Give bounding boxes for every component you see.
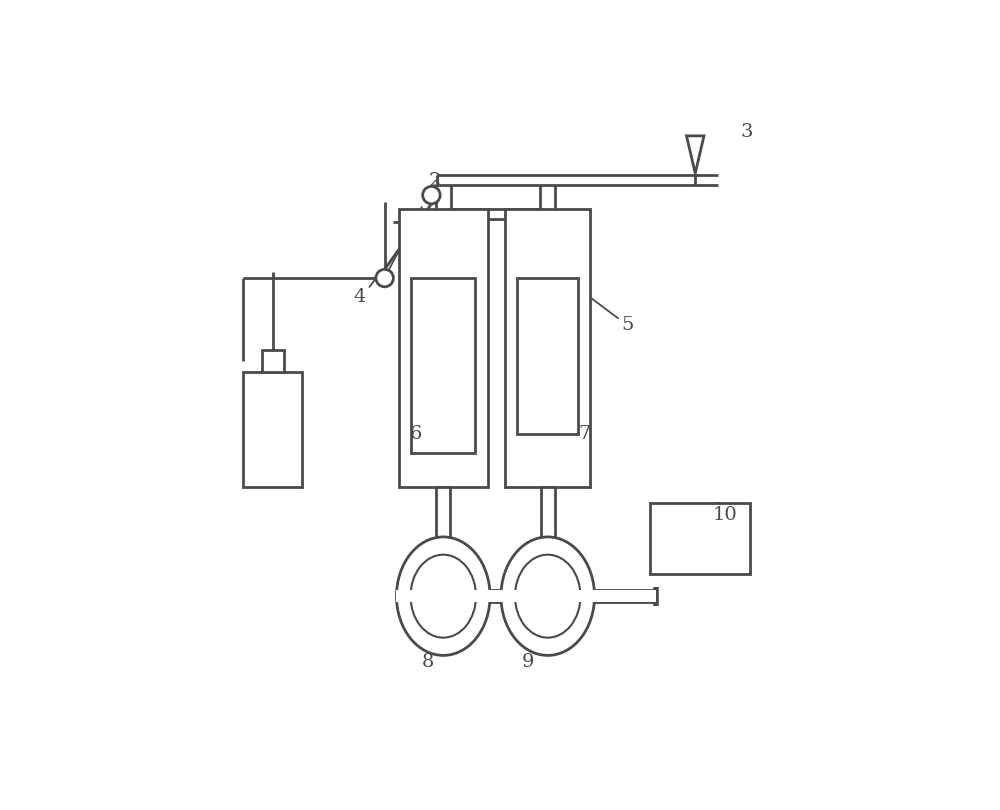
Text: 3: 3 [740,122,753,140]
Text: 7: 7 [578,425,590,443]
Text: 9: 9 [522,653,534,671]
Polygon shape [687,136,704,173]
Bar [650,502,750,574]
Text: 6: 6 [410,425,422,443]
Bar [396,590,656,603]
Ellipse shape [515,555,580,637]
Bar [436,487,450,556]
Ellipse shape [501,537,595,655]
Ellipse shape [396,537,490,655]
Text: 5: 5 [622,316,634,334]
Bar [243,372,302,487]
Text: 10: 10 [712,506,737,524]
Bar [262,350,284,372]
Circle shape [376,270,393,287]
Bar [411,278,475,453]
Ellipse shape [411,555,476,637]
Text: 2: 2 [428,173,441,190]
Bar [517,278,578,434]
Text: 8: 8 [422,653,434,671]
Bar [541,487,555,556]
Circle shape [423,186,440,204]
Bar [505,210,590,487]
Bar [399,210,488,487]
Text: 4: 4 [354,288,366,306]
